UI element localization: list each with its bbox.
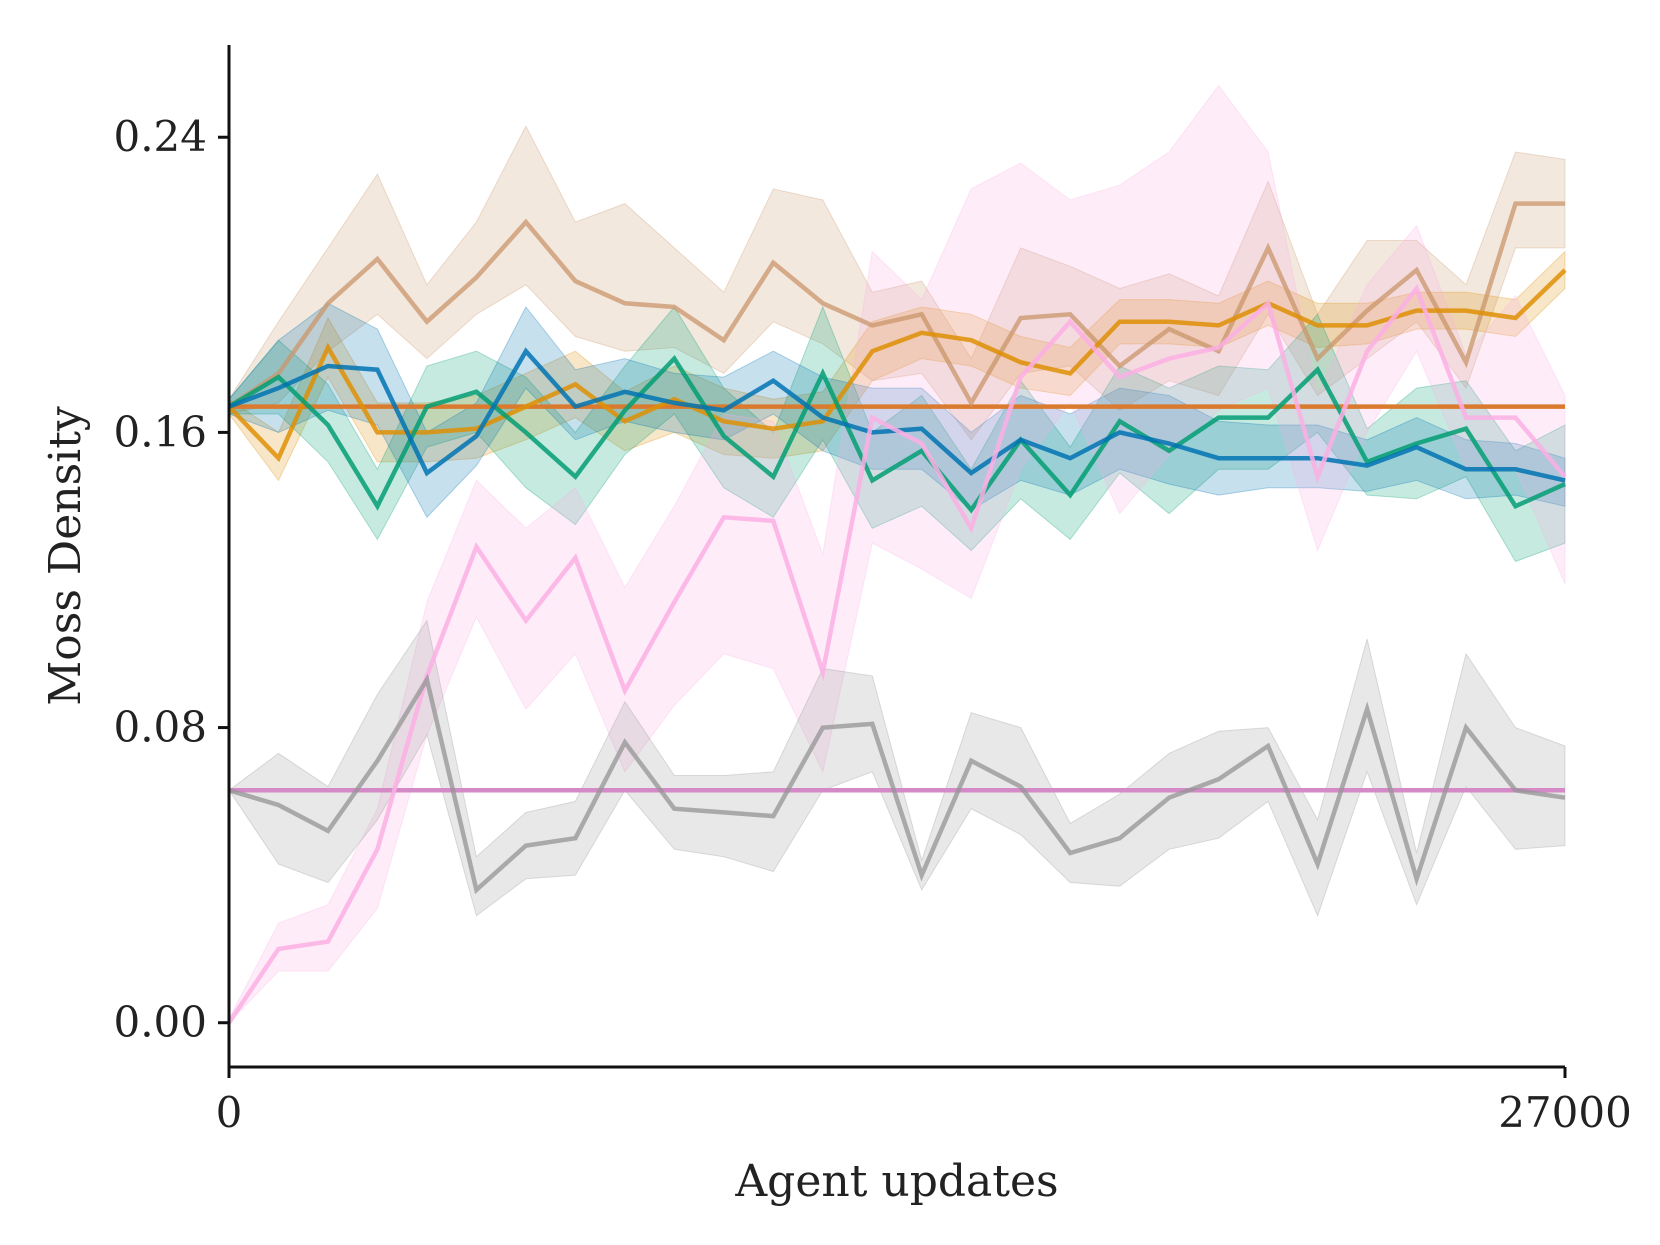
series-line-pink [227,283,1567,1024]
axes [227,45,1565,1069]
band-tan [228,125,1566,441]
x-axis-title: Agent updates [734,1156,1058,1207]
x-tick-label: 0 [216,1088,243,1137]
y-tick-label: 0.16 [113,407,207,456]
series-line-tan [227,201,1565,409]
y-axis-title: Moss Density [40,406,91,706]
series-line-gray [228,673,1566,895]
band-pink [228,84,1566,1024]
band-green [228,305,1566,563]
confidence-bands [228,84,1566,1024]
series-lines [227,201,1567,1024]
x-ticks: 0 27000 [216,1067,1632,1137]
series-line-orange [227,268,1567,463]
y-tick-label: 0.00 [113,998,207,1047]
y-tick-label: 0.08 [113,703,207,752]
band-orange [228,250,1566,482]
x-tick-label: 27000 [1498,1088,1632,1137]
band-blue [228,302,1566,519]
y-tick-label: 0.24 [113,112,207,161]
y-ticks: 0.00 0.08 0.16 0.24 [113,112,229,1047]
